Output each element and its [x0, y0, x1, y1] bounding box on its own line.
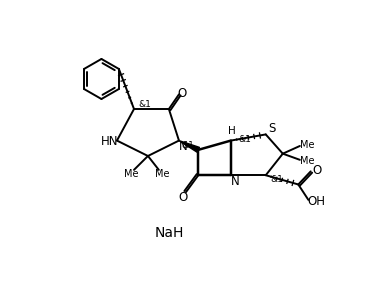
Text: O: O: [178, 191, 188, 204]
Text: NaH: NaH: [154, 226, 184, 240]
Text: Me: Me: [155, 170, 169, 179]
Text: Me: Me: [300, 140, 315, 150]
Text: O: O: [177, 87, 187, 100]
Text: &1: &1: [138, 100, 151, 109]
Text: N: N: [230, 175, 239, 188]
Text: OH: OH: [307, 195, 325, 208]
Text: Me: Me: [300, 156, 315, 166]
Text: &1: &1: [270, 174, 283, 184]
Text: N: N: [179, 140, 187, 153]
Text: H: H: [228, 126, 236, 136]
Text: Me: Me: [124, 170, 138, 179]
Polygon shape: [179, 141, 200, 152]
Text: HN: HN: [101, 135, 119, 148]
Text: O: O: [312, 164, 321, 177]
Text: &1: &1: [238, 134, 251, 144]
Text: S: S: [268, 122, 276, 135]
Text: &1: &1: [182, 141, 195, 150]
